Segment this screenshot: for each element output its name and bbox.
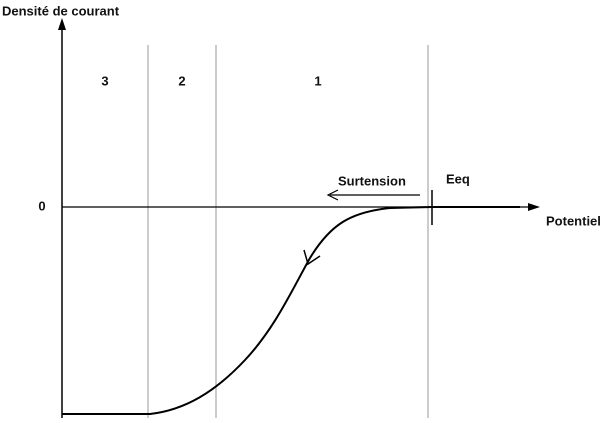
x-axis-arrow [528, 203, 540, 211]
y-axis-label: Densité de courant [2, 3, 120, 18]
polarization-curve [62, 206, 520, 415]
zero-label: 0 [38, 198, 45, 213]
zone-label: 1 [314, 73, 321, 88]
zone-label: 3 [101, 73, 108, 88]
curve-direction-arrow [303, 249, 321, 266]
overpotential-label: Surtension [338, 173, 406, 188]
zone-separators [147, 45, 429, 418]
x-axis-label: Potentiel [546, 213, 601, 228]
zone-label: 2 [178, 73, 185, 88]
equilibrium-label: Eeq [446, 171, 470, 186]
y-axis-arrow [58, 18, 66, 30]
overpotential-arrowhead [326, 189, 339, 201]
